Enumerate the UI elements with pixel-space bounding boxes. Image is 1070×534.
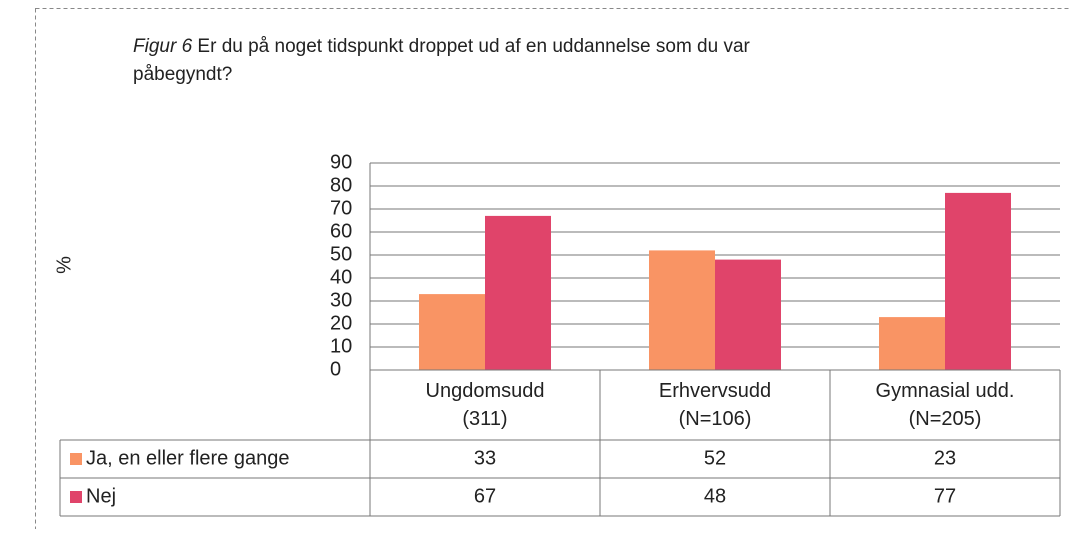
legend-swatch	[70, 453, 82, 465]
y-tick-label: 90	[330, 151, 352, 173]
y-tick-label: 40	[330, 266, 352, 288]
title-line: påbegyndt?	[133, 64, 232, 85]
y-tick-label: 80	[330, 174, 352, 196]
figure-label: Figur 6	[133, 36, 193, 57]
bar	[419, 294, 485, 370]
bar	[649, 250, 715, 370]
title-line: Er du på noget tidspunkt droppet ud af e…	[197, 36, 750, 57]
x-tick-label: Gymnasial udd.(N=205)	[876, 380, 1015, 430]
y-tick-label: 30	[330, 289, 352, 311]
bar	[715, 260, 781, 370]
x-tick-label: Ungdomsudd(311)	[426, 380, 545, 430]
bar	[945, 193, 1011, 370]
y-tick-label: 60	[330, 220, 352, 242]
bar	[879, 317, 945, 370]
chart-title: Figur 6 Er du på noget tidspunkt droppet…	[133, 36, 751, 57]
table-value: 48	[704, 485, 726, 507]
x-tick-label: Erhvervsudd(N=106)	[659, 380, 771, 430]
legend-label: Nej	[86, 485, 116, 507]
table-value: 23	[934, 447, 956, 469]
y-axis-label: %	[53, 256, 75, 274]
table-value: 33	[474, 447, 496, 469]
y-tick-label: 0	[330, 358, 341, 380]
y-tick-label: 10	[330, 335, 352, 357]
table-value: 77	[934, 485, 956, 507]
y-tick-label: 50	[330, 243, 352, 265]
y-tick-label: 70	[330, 197, 352, 219]
legend-label: Ja, en eller flere gange	[86, 447, 289, 469]
table-value: 67	[474, 485, 496, 507]
legend-swatch	[70, 491, 82, 503]
y-tick-label: 20	[330, 312, 352, 334]
table-value: 52	[704, 447, 726, 469]
bar	[485, 216, 551, 370]
